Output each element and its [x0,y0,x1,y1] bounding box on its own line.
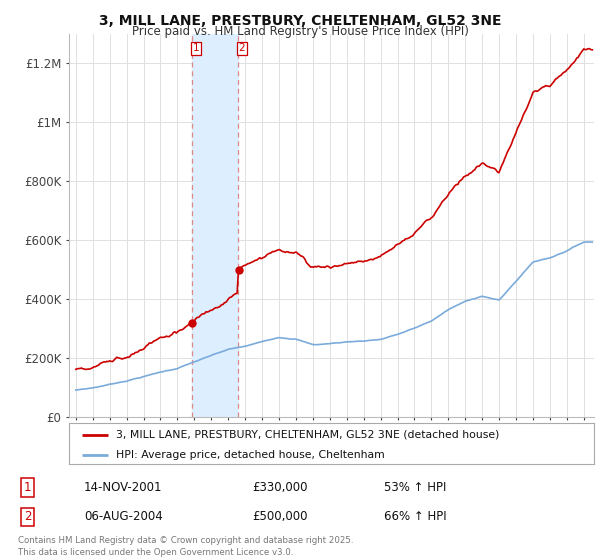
Text: £330,000: £330,000 [252,481,308,494]
Text: Contains HM Land Registry data © Crown copyright and database right 2025.
This d: Contains HM Land Registry data © Crown c… [18,536,353,557]
Text: 1: 1 [193,43,199,53]
Text: 3, MILL LANE, PRESTBURY, CHELTENHAM, GL52 3NE: 3, MILL LANE, PRESTBURY, CHELTENHAM, GL5… [99,14,501,28]
Text: 06-AUG-2004: 06-AUG-2004 [84,511,163,524]
Text: 3, MILL LANE, PRESTBURY, CHELTENHAM, GL52 3NE (detached house): 3, MILL LANE, PRESTBURY, CHELTENHAM, GL5… [116,430,500,440]
Text: 66% ↑ HPI: 66% ↑ HPI [384,511,446,524]
Text: 2: 2 [24,511,32,524]
Bar [192,34,238,417]
Text: 1: 1 [24,481,32,494]
Text: 14-NOV-2001: 14-NOV-2001 [84,481,163,494]
Text: 53% ↑ HPI: 53% ↑ HPI [384,481,446,494]
Text: HPI: Average price, detached house, Cheltenham: HPI: Average price, detached house, Chel… [116,450,385,460]
Text: Price paid vs. HM Land Registry's House Price Index (HPI): Price paid vs. HM Land Registry's House … [131,25,469,38]
Text: £500,000: £500,000 [252,511,308,524]
Text: 2: 2 [239,43,245,53]
